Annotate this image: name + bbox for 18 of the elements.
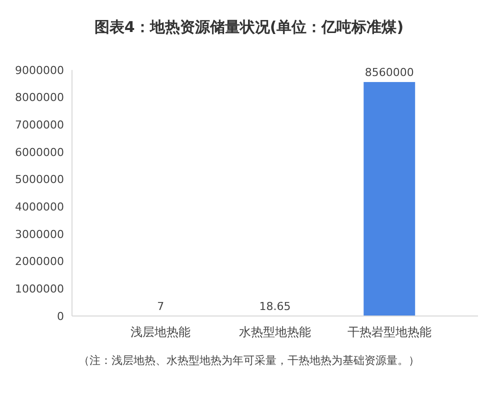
data-label: 7 [157,300,164,313]
y-tick-label: 4000000 [15,200,64,214]
data-label: 18.65 [259,300,291,313]
y-tick-label: 2000000 [15,255,64,268]
text: （注：浅层地热、水热型地热为年可采量，干热地热为基础资源量。） [78,354,420,367]
x-tick-label: 干热岩型地热能 [347,325,432,339]
y-tick-label: 0 [57,310,64,323]
chart-title: 图表4：地热资源储量状况(单位：亿吨标准煤) [94,18,404,36]
y-tick-label: 8000000 [15,91,64,104]
y-tick-label: 5000000 [15,173,64,186]
x-tick-label: 浅层地热能 [130,325,191,339]
y-tick-label: 9000000 [15,64,64,77]
y-tick-label: 6000000 [15,146,64,159]
y-tick-label: 3000000 [15,228,64,241]
data-label: 8560000 [364,66,414,80]
y-tick-label: 7000000 [15,118,64,132]
x-tick-label: 水热型地热能 [239,325,311,339]
y-tick-label: 1000000 [15,282,64,296]
